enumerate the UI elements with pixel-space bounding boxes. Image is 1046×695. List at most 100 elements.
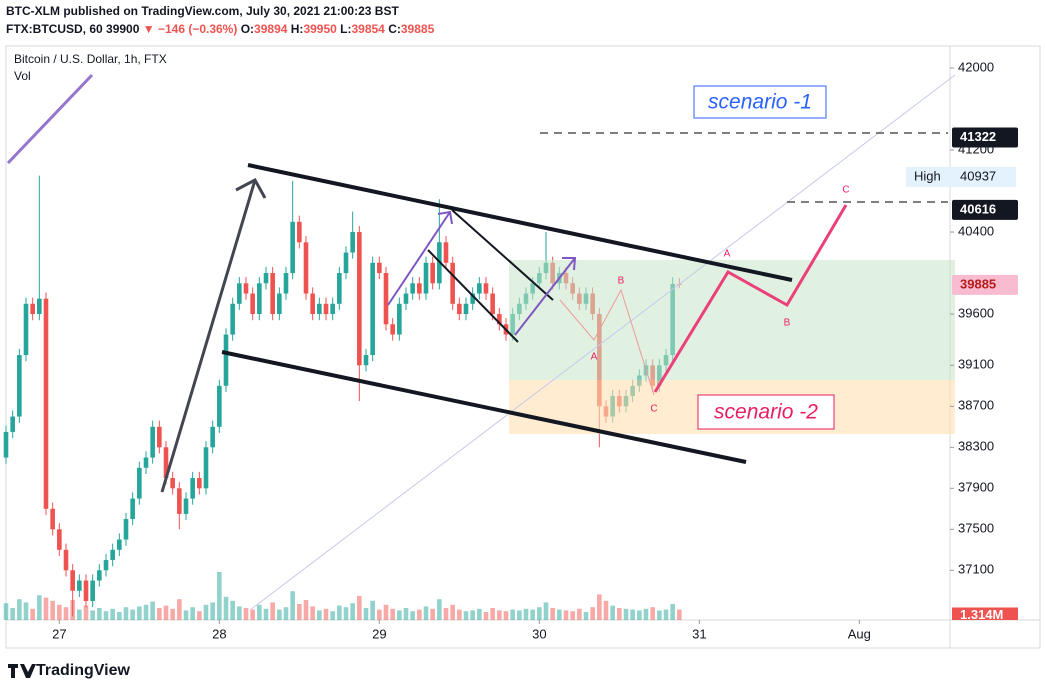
volume-bar: [117, 612, 122, 620]
volume-bar: [343, 607, 349, 620]
x-tick-label: Aug: [848, 626, 871, 641]
symbol: FTX:BTCUSD, 60: [6, 22, 103, 36]
volume-bar: [390, 608, 395, 620]
volume-bar: [410, 611, 415, 620]
candle-body: [450, 262, 455, 304]
wave-label: C: [842, 185, 849, 196]
volume-bar: [297, 604, 302, 620]
candle-body: [63, 549, 69, 571]
volume-bar: [530, 609, 535, 620]
volume-bar: [63, 607, 69, 620]
volume-bar: [403, 608, 409, 620]
volume-bar: [143, 604, 149, 620]
volume-bar: [550, 608, 555, 620]
candle-body: [390, 324, 395, 335]
candle-body: [277, 293, 282, 315]
volume-bar: [670, 604, 675, 620]
candle-body: [403, 293, 409, 304]
ohlc-label: H:: [291, 22, 304, 36]
arrow: [387, 211, 451, 306]
y-tick-label: 39600: [958, 305, 994, 320]
candle-body: [150, 426, 155, 458]
scenario-2-label: scenario -2: [714, 401, 818, 424]
volume-bar: [523, 608, 529, 620]
wave-label: B: [618, 276, 625, 287]
volume-bar: [43, 597, 49, 620]
volume-bar: [243, 608, 249, 620]
candle-body: [223, 334, 229, 386]
volume-bar: [457, 609, 462, 620]
volume-bar: [623, 608, 629, 620]
candle-body: [197, 478, 202, 489]
volume-bar: [537, 607, 542, 620]
volume-bar: [557, 609, 562, 620]
arrow-head: [437, 210, 453, 225]
volume-bar: [3, 603, 9, 620]
last-price-label-bg: [952, 274, 1018, 295]
candle-body: [457, 303, 462, 315]
candle-body: [70, 570, 75, 591]
drawings: scenario -1 scenario -2 A B C A B C: [6, 73, 956, 611]
candle-body: [310, 293, 315, 315]
volume-bar: [190, 607, 195, 620]
volume-bar: [303, 600, 309, 620]
candle-body: [430, 262, 435, 284]
candle-body: [190, 478, 195, 499]
volume-bar: [163, 605, 169, 620]
ohlc-label: C:: [388, 22, 401, 36]
candle-body: [250, 293, 255, 315]
flag-line: [451, 209, 554, 301]
ohlc-label: L:: [340, 22, 351, 36]
volume-bar: [230, 600, 235, 620]
candle-body: [3, 431, 9, 458]
volume-bar: [503, 611, 509, 620]
volume-bar: [90, 610, 95, 620]
high-marker-label: High: [914, 168, 941, 183]
volume-bar: [370, 600, 375, 620]
candle-body: [317, 303, 322, 315]
past-wave: [559, 288, 655, 396]
candle-body: [490, 293, 495, 315]
volume-bar: [630, 609, 635, 620]
candle-body: [217, 385, 222, 427]
candle-body: [290, 221, 295, 274]
volume-bar: [123, 607, 129, 620]
candle-body: [43, 298, 49, 509]
last-price-label: 39885: [960, 276, 996, 291]
volume-bar: [650, 607, 655, 620]
candle-body: [383, 273, 389, 325]
trend-line: [6, 73, 94, 165]
candle-body: [423, 262, 429, 294]
candle-body: [57, 529, 62, 550]
volume-bar: [637, 610, 642, 620]
candle-body: [83, 580, 89, 602]
candle-body: [203, 447, 209, 489]
candle-body: [103, 560, 109, 571]
level-label: 41322: [960, 129, 996, 144]
candle-body: [30, 303, 35, 315]
y-tick-label: 40400: [958, 223, 994, 238]
logo: [8, 664, 36, 678]
volume-bar: [23, 602, 29, 620]
wave-label: A: [724, 249, 731, 260]
volume-bar: [103, 611, 109, 620]
candle-body: [117, 539, 122, 550]
channel-top: [247, 163, 793, 282]
volume-bar: [543, 602, 549, 620]
candle-body: [330, 303, 335, 315]
volume-bar: [477, 608, 482, 620]
volume-bar: [277, 609, 282, 620]
candle-body: [23, 303, 29, 356]
volume-bar: [583, 612, 589, 620]
ohlc-value: 39894: [254, 22, 288, 36]
y-tick-label: 37100: [958, 562, 994, 577]
x-tick-label: 27: [52, 626, 66, 641]
volume-bar: [570, 611, 575, 620]
volume-bar: [283, 607, 289, 620]
high-marker-value: 40937: [960, 168, 996, 183]
volume-bar: [330, 611, 335, 620]
y-tick-label: 37900: [958, 480, 994, 495]
ohlc-value: 39885: [401, 22, 435, 36]
candle-body: [230, 303, 235, 335]
symbol-info: FTX:BTCUSD, 60 39900 ▼ −146 (−0.36%) O:3…: [6, 22, 435, 36]
